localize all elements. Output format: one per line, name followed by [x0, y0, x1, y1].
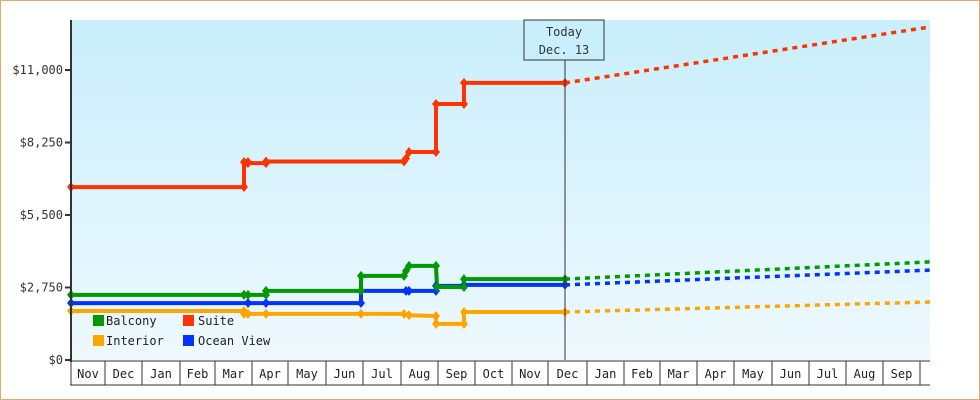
- data-point-suite[interactable]: [262, 158, 270, 169]
- data-point-balcony[interactable]: [357, 270, 365, 281]
- data-point-interior[interactable]: [244, 308, 252, 319]
- data-point-suite[interactable]: [460, 77, 468, 88]
- x-axis: Nov Dec Jan Feb Mar Apr May Jun Jul Aug Sep Oct Nov D…: [70, 360, 930, 386]
- data-point-suite[interactable]: [460, 99, 468, 110]
- x-month-label: Jun: [780, 367, 802, 381]
- y-tick-label: $5,500: [20, 208, 63, 222]
- legend-label-balcony: Balcony: [106, 314, 157, 328]
- x-month-label: Oct: [483, 367, 505, 381]
- data-point-interior[interactable]: [460, 318, 468, 329]
- data-point-suite[interactable]: [244, 157, 252, 168]
- data-point-balcony[interactable]: [244, 289, 252, 300]
- x-month-label: Jan: [150, 367, 172, 381]
- x-month-label: Sep: [891, 367, 913, 381]
- data-point-ocean-view[interactable]: [244, 298, 252, 309]
- legend-swatch-interior: [93, 335, 104, 346]
- data-point-ocean-view[interactable]: [262, 298, 270, 309]
- y-tick-label: $8,250: [20, 136, 63, 150]
- x-month-label: Nov: [77, 367, 99, 381]
- legend-label-ocean-view: Ocean View: [198, 334, 271, 348]
- data-point-ocean-view[interactable]: [357, 298, 365, 309]
- x-month-label: Dec: [557, 367, 579, 381]
- x-month-label: Jan: [595, 367, 617, 381]
- data-point-interior[interactable]: [432, 310, 440, 321]
- data-point-balcony[interactable]: [460, 281, 468, 292]
- data-point-balcony[interactable]: [433, 281, 441, 292]
- data-point-suite[interactable]: [432, 146, 440, 157]
- data-point-suite[interactable]: [432, 99, 440, 110]
- x-month-label: Apr: [259, 367, 281, 381]
- legend: Balcony Suite Interior Ocean View: [93, 314, 271, 348]
- data-point-balcony[interactable]: [432, 260, 440, 271]
- x-month-label: Feb: [187, 367, 209, 381]
- today-date: Dec. 13: [539, 43, 590, 57]
- data-point-interior[interactable]: [405, 310, 413, 321]
- x-month-label: Feb: [631, 367, 653, 381]
- projection-line-balcony: [564, 260, 931, 281]
- data-point-interior[interactable]: [432, 318, 440, 329]
- y-axis: $0 $2,750 $5,500 $8,250 $11,000: [12, 20, 72, 367]
- x-month-label: Aug: [854, 367, 876, 381]
- projection-line-suite: [564, 25, 931, 85]
- x-month-label: Nov: [519, 367, 541, 381]
- x-month-label: Sep: [446, 367, 468, 381]
- today-marker: Today Dec. 13: [523, 19, 605, 360]
- projection-line-interior: [564, 300, 931, 314]
- x-month-label: Jul: [817, 367, 839, 381]
- data-point-suite[interactable]: [402, 153, 410, 164]
- data-markers: [67, 77, 569, 329]
- x-month-label: May: [296, 367, 318, 381]
- x-month-label: Apr: [705, 367, 727, 381]
- data-point-interior[interactable]: [357, 308, 365, 319]
- x-month-label: Mar: [668, 367, 690, 381]
- legend-label-suite: Suite: [198, 314, 234, 328]
- x-month-label: Aug: [409, 367, 431, 381]
- x-month-label: May: [742, 367, 764, 381]
- data-point-interior[interactable]: [262, 308, 270, 319]
- data-point-balcony[interactable]: [460, 274, 468, 285]
- data-point-balcony[interactable]: [357, 285, 365, 296]
- projection-lines: [564, 25, 931, 314]
- legend-swatch-suite: [183, 315, 194, 326]
- data-point-ocean-view[interactable]: [405, 285, 413, 296]
- data-point-suite[interactable]: [405, 146, 413, 157]
- legend-swatch-balcony: [93, 315, 104, 326]
- today-box: [523, 19, 605, 61]
- y-tick-label: $0: [49, 353, 63, 367]
- projection-line-ocean-view: [564, 268, 931, 287]
- today-label: Today: [546, 25, 582, 39]
- x-month-label: Jun: [334, 367, 356, 381]
- data-point-suite[interactable]: [240, 182, 248, 193]
- data-point-balcony[interactable]: [405, 260, 413, 271]
- data-point-balcony[interactable]: [262, 289, 270, 300]
- data-point-interior[interactable]: [460, 307, 468, 318]
- x-month-label: Dec: [113, 367, 135, 381]
- y-tick-label: $2,750: [20, 281, 63, 295]
- y-tick-label: $11,000: [12, 63, 63, 77]
- x-month-label: Mar: [223, 367, 245, 381]
- legend-swatch-ocean-view: [183, 335, 194, 346]
- x-month-label: Jul: [371, 367, 393, 381]
- legend-label-interior: Interior: [106, 334, 164, 348]
